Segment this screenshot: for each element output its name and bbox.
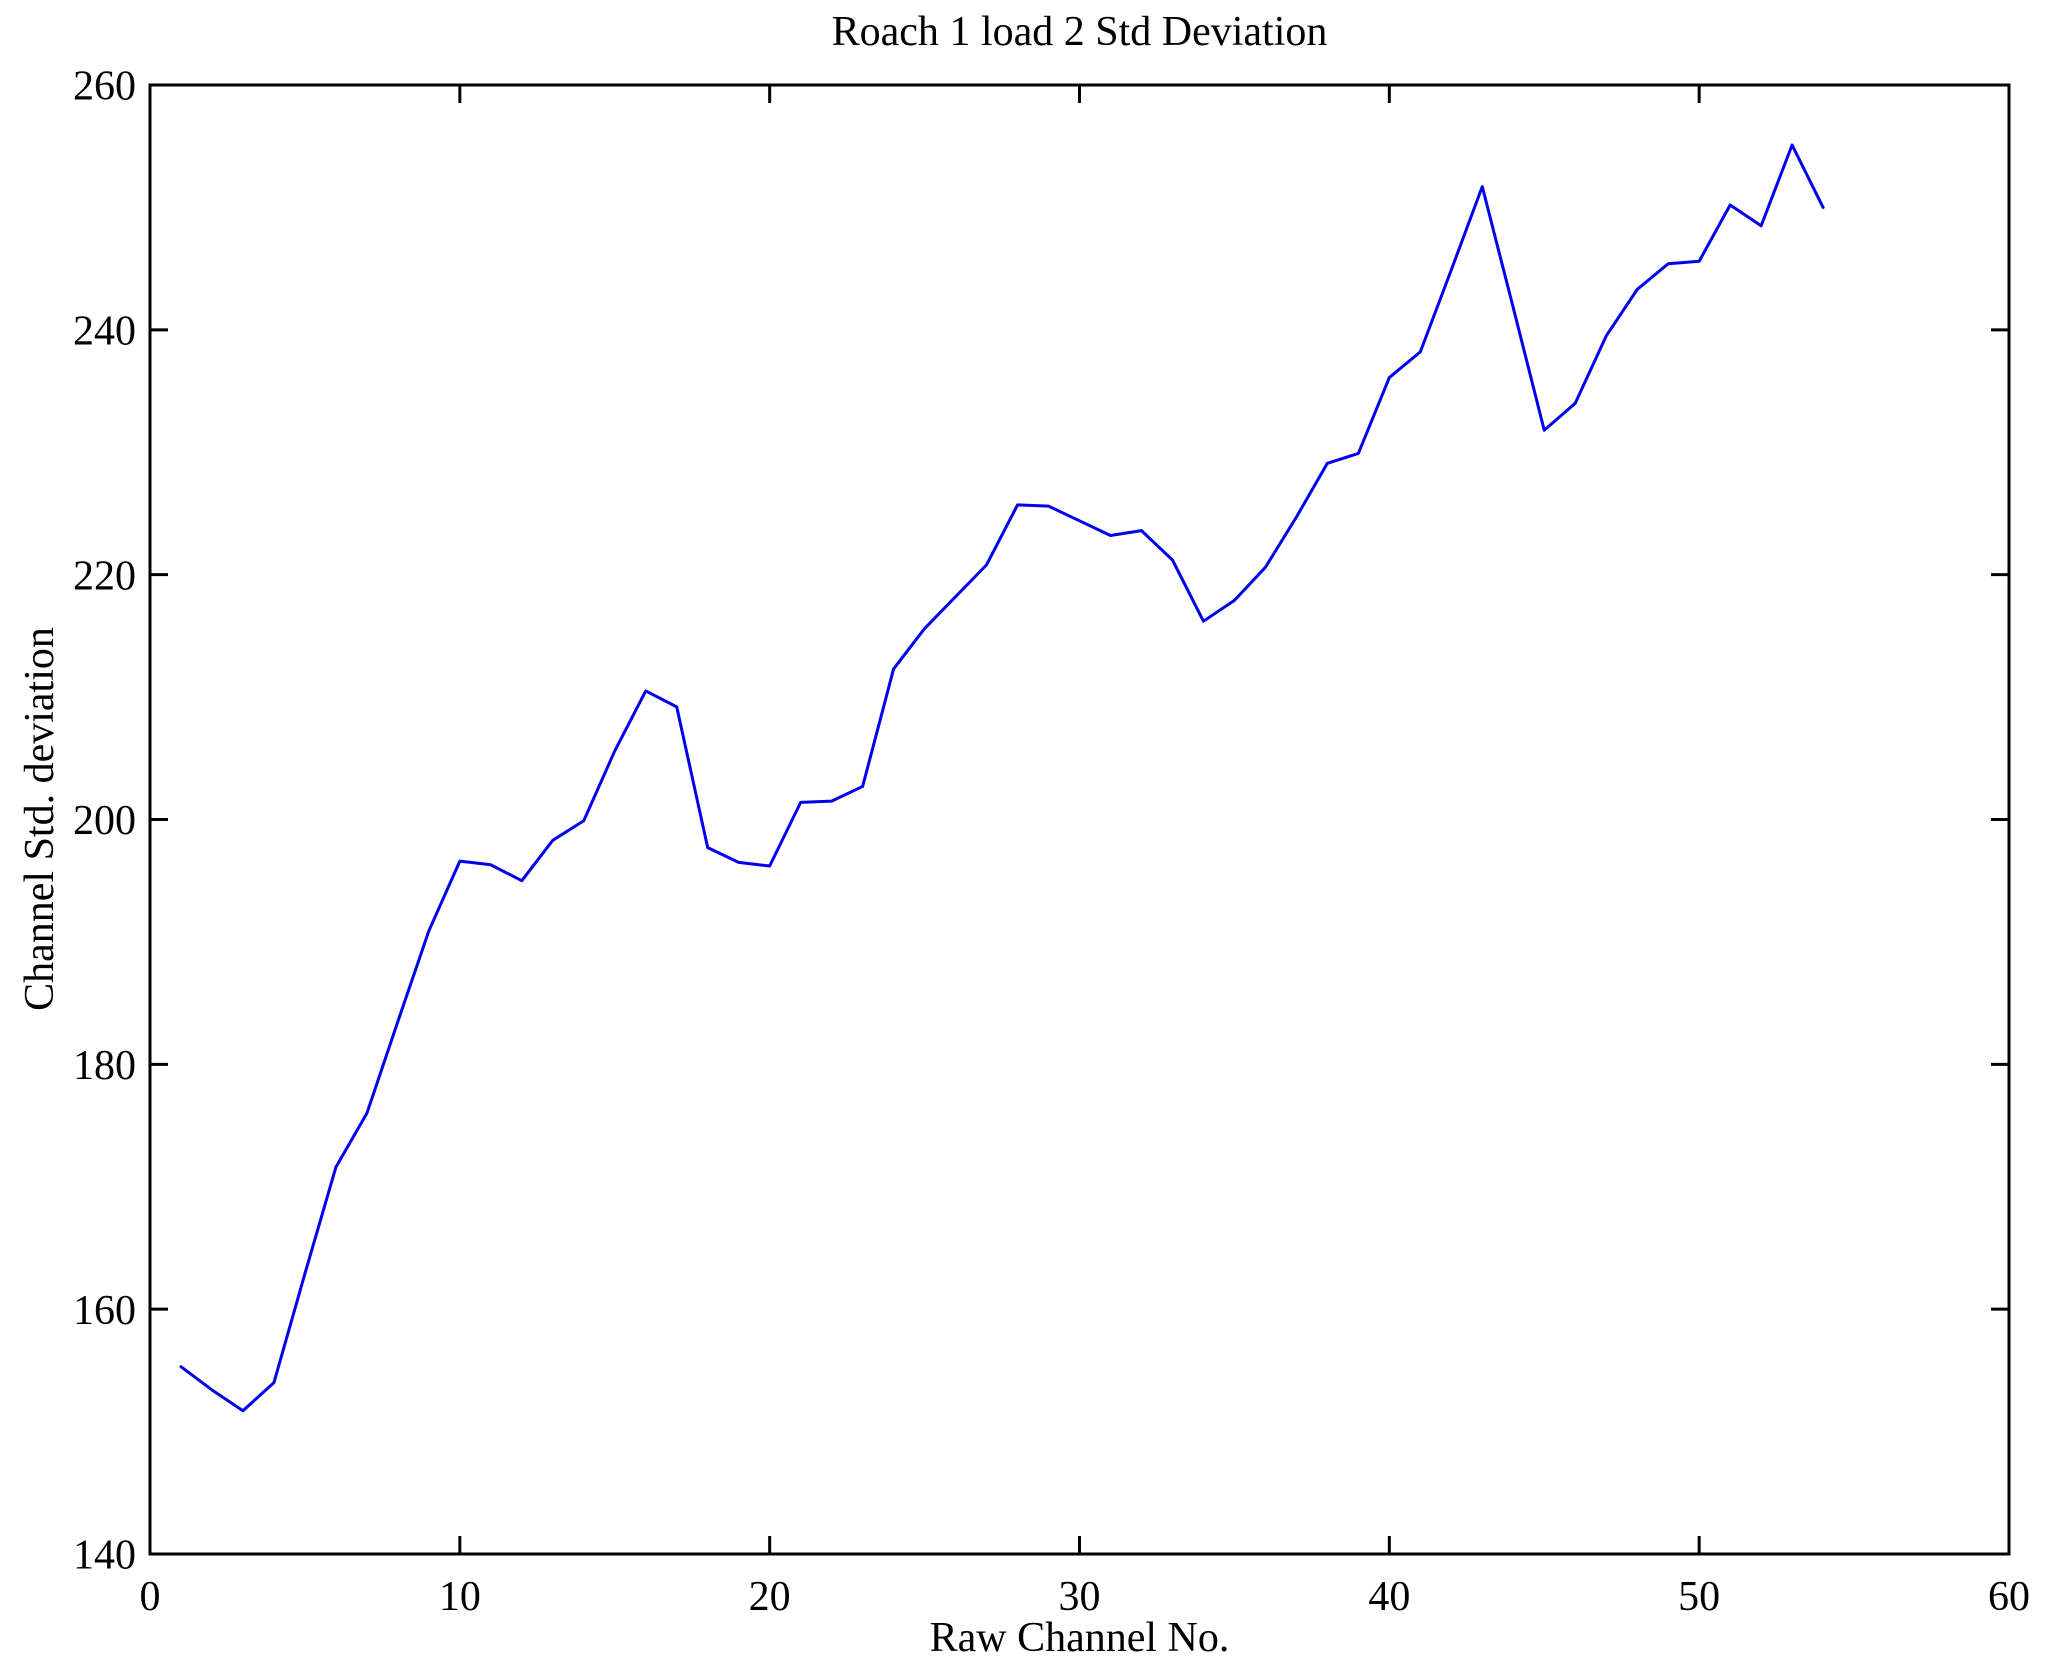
y-tick-label: 240 [73, 309, 136, 355]
y-tick-label: 160 [73, 1288, 136, 1334]
plot-line [179, 143, 1825, 1413]
x-tick-label: 0 [140, 1574, 161, 1620]
x-tick-label: 50 [1678, 1574, 1720, 1620]
x-tick-label: 10 [439, 1574, 481, 1620]
y-tick-label: 260 [73, 64, 136, 110]
x-tick-label: 60 [1988, 1574, 2030, 1620]
y-tick-label: 140 [73, 1533, 136, 1579]
x-tick-label: 40 [1368, 1574, 1410, 1620]
x-axis-label: Raw Channel No. [929, 1615, 1230, 1661]
plot-box [148, 83, 2011, 1556]
y-tick-label: 200 [73, 798, 136, 844]
y-tick-label: 180 [73, 1043, 136, 1089]
x-tick-label: 30 [1059, 1574, 1101, 1620]
x-tick-label: 20 [749, 1574, 791, 1620]
chart-title: Roach 1 load 2 Std Deviation [831, 9, 1328, 55]
y-tick-label: 220 [73, 553, 136, 599]
